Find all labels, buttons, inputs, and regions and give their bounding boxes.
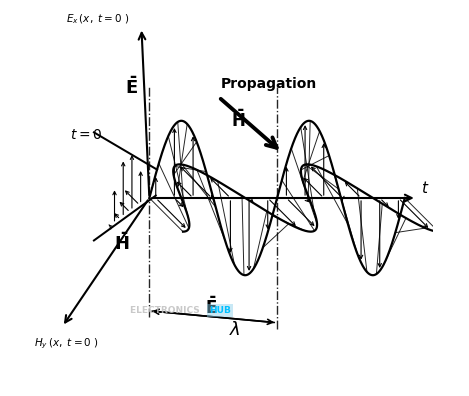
- Text: $\mathbf{\bar{H}}$: $\mathbf{\bar{H}}$: [114, 233, 129, 254]
- Text: $t$: $t$: [421, 180, 429, 196]
- Text: $\mathbf{\bar{H}}$: $\mathbf{\bar{H}}$: [231, 110, 245, 131]
- Text: $E_x\,(x,\ t{=}0\ )$: $E_x\,(x,\ t{=}0\ )$: [66, 12, 129, 26]
- Text: HUB: HUB: [209, 307, 231, 315]
- Text: $t = 0$: $t = 0$: [70, 128, 102, 142]
- Text: Propagation: Propagation: [220, 77, 317, 91]
- Text: $\mathbf{\bar{E}}$: $\mathbf{\bar{E}}$: [205, 297, 217, 318]
- Text: $\mathbf{\bar{E}}$: $\mathbf{\bar{E}}$: [125, 76, 138, 98]
- Text: $H_y\,(x,\ t{=}0\ )$: $H_y\,(x,\ t{=}0\ )$: [34, 337, 98, 351]
- Text: ELECTRONICS: ELECTRONICS: [129, 307, 203, 315]
- Text: $\lambda$: $\lambda$: [229, 321, 241, 339]
